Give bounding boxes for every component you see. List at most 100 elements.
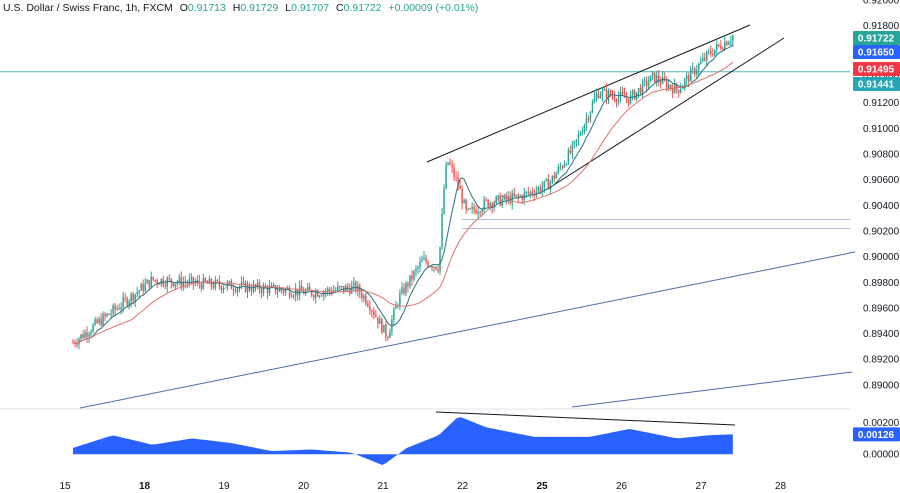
trend-line[interactable] — [571, 371, 853, 408]
candle — [691, 62, 694, 74]
candle — [706, 50, 708, 67]
candle — [272, 282, 275, 287]
candle — [318, 294, 321, 299]
candle — [282, 288, 285, 296]
trend-line[interactable] — [79, 251, 856, 409]
open-value: 0.91713 — [188, 2, 226, 14]
candle — [164, 280, 167, 290]
candle — [168, 274, 171, 281]
candle — [96, 317, 98, 324]
ma-slow-line[interactable] — [72, 61, 734, 345]
candle — [341, 285, 343, 290]
candle — [437, 265, 439, 274]
oscillator-area[interactable] — [73, 417, 733, 465]
low-label: L — [285, 2, 291, 14]
candle — [336, 281, 339, 292]
candle — [569, 145, 572, 155]
candle — [234, 287, 237, 294]
osc-divergence-line[interactable] — [435, 411, 736, 426]
candle — [425, 254, 427, 265]
candle — [503, 193, 505, 201]
candle — [403, 283, 405, 296]
candle — [170, 278, 173, 289]
candle — [242, 276, 245, 286]
candle — [633, 89, 636, 101]
candle — [130, 292, 132, 308]
candle — [607, 88, 610, 104]
candle — [232, 284, 235, 296]
candle — [716, 40, 718, 55]
candles — [72, 34, 734, 350]
price-tick-label: 0.89400 — [863, 329, 900, 340]
price-tick-label: 0.89600 — [863, 303, 900, 314]
wedge-upper-line[interactable] — [426, 24, 751, 163]
candle — [714, 49, 716, 57]
candle — [593, 92, 596, 104]
candle — [657, 69, 660, 87]
price-tick-label: 0.92000 — [863, 0, 900, 7]
candle — [385, 321, 387, 342]
candle — [92, 322, 94, 333]
ma-fast-line[interactable] — [72, 43, 734, 345]
candle — [487, 199, 489, 208]
candle — [447, 162, 449, 166]
time-tick-label: 22 — [457, 481, 469, 492]
candle — [465, 198, 467, 214]
candle — [84, 329, 86, 339]
candle — [260, 287, 263, 299]
price-badge: 0.91495 — [853, 62, 900, 76]
time-tick-label: 25 — [536, 481, 548, 492]
time-axis[interactable]: 15 18 19 20 21 22 25 26 27 28 — [59, 481, 786, 492]
candle — [445, 161, 447, 190]
candle — [140, 282, 142, 291]
candle — [110, 309, 112, 319]
candle — [118, 303, 120, 310]
candle — [689, 66, 692, 82]
candle — [553, 171, 556, 182]
candle — [166, 275, 169, 293]
high-value: 0.91729 — [240, 2, 278, 14]
candle — [453, 163, 455, 181]
candle — [645, 76, 648, 93]
wedge-lower-line[interactable] — [545, 37, 785, 191]
candle — [479, 210, 481, 217]
candle — [661, 70, 664, 85]
candle — [194, 278, 197, 287]
candle — [677, 89, 680, 98]
candle — [208, 275, 211, 285]
price-badge: 0.91650 — [853, 45, 900, 59]
candle — [728, 40, 730, 46]
candle — [702, 52, 704, 63]
candle — [298, 280, 301, 301]
candle — [256, 278, 259, 290]
candle — [176, 279, 179, 288]
candle — [443, 184, 445, 215]
candle — [555, 171, 558, 179]
candle — [475, 205, 477, 215]
price-tick-label: 0.90000 — [863, 252, 900, 263]
candle — [250, 284, 253, 296]
candle — [274, 284, 277, 295]
time-tick-label: 20 — [298, 481, 310, 492]
candle — [565, 162, 568, 166]
candle — [290, 292, 293, 298]
candle — [637, 88, 640, 98]
candle — [373, 306, 375, 320]
svg-text:0.91650: 0.91650 — [858, 48, 895, 59]
candle — [597, 89, 600, 99]
moving-averages — [72, 43, 734, 345]
candle — [513, 187, 515, 198]
candle — [535, 185, 538, 198]
price-tick-label: 0.90800 — [863, 149, 900, 160]
candle — [128, 298, 130, 310]
candle — [190, 273, 193, 285]
oscillator — [73, 417, 733, 465]
candle — [615, 98, 618, 108]
candle — [435, 266, 437, 271]
candle — [575, 139, 578, 148]
candle — [174, 283, 177, 291]
time-tick-label: 15 — [59, 481, 71, 492]
candle — [236, 286, 239, 297]
candle — [627, 98, 630, 108]
